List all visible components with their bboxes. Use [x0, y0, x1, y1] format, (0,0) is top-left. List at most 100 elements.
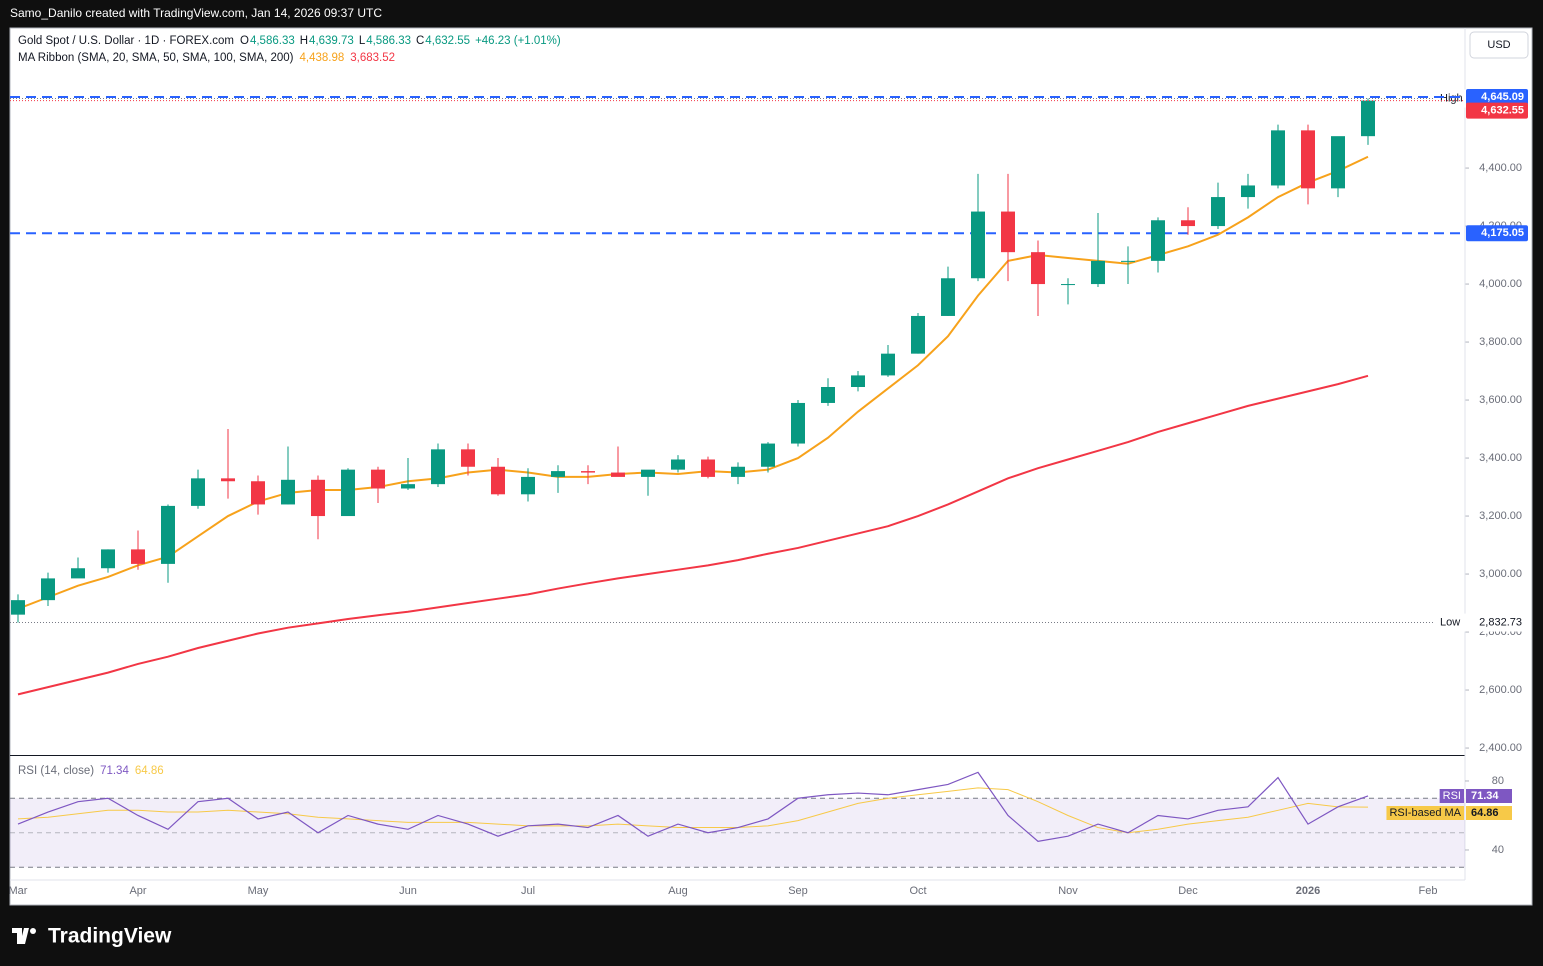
candle-body: [791, 402, 805, 444]
x-tick-label: Feb: [1419, 885, 1438, 897]
y-tick-label: 80: [1492, 775, 1504, 787]
candle-body: [191, 478, 205, 506]
candle-body: [731, 466, 745, 477]
candle-body: [101, 549, 115, 569]
candle-body: [941, 278, 955, 316]
y-tick-label: 3,000.00: [1479, 568, 1522, 580]
y-tick-label: 40: [1492, 844, 1504, 856]
candle-body: [431, 449, 445, 485]
rsi-line: [17, 787, 1369, 834]
candle-body: [1241, 185, 1255, 198]
rsi-value-label: 64.86: [1471, 807, 1499, 819]
y-tick-label: 3,600.00: [1479, 394, 1522, 406]
candle-body: [1031, 252, 1045, 285]
extreme-name: High: [1440, 92, 1463, 104]
x-tick-label: Jun: [399, 885, 417, 897]
candle-body: [1121, 260, 1135, 262]
candle-body: [761, 443, 775, 467]
y-tick-label: 3,200.00: [1479, 510, 1522, 522]
candle-body: [971, 211, 985, 279]
legend-text: H: [300, 35, 308, 47]
legend-text: 3,683.52: [350, 52, 395, 64]
legend-text: 4,586.33: [250, 35, 295, 47]
candle-body: [1301, 130, 1315, 189]
rsi-value-label: 71.34: [1471, 790, 1499, 802]
extreme-name: Low: [1440, 616, 1460, 628]
candle-body: [611, 472, 625, 477]
x-tick-label: Jul: [521, 885, 535, 897]
y-tick-label: 3,400.00: [1479, 452, 1522, 464]
candle-body: [551, 471, 565, 477]
x-tick-label: May: [248, 885, 269, 897]
candle-body: [461, 449, 475, 467]
candle-body: [671, 459, 685, 470]
last-price-box: [1466, 102, 1528, 119]
candle-body: [581, 471, 595, 473]
candle-body: [851, 375, 865, 388]
last-price-label: 4,632.55: [1481, 105, 1524, 117]
x-tick-label: Dec: [1178, 885, 1198, 897]
candle-body: [521, 476, 535, 495]
candle-body: [701, 459, 715, 477]
legend-text: +46.23 (+1.01%): [475, 35, 561, 47]
y-tick-label: 2,400.00: [1479, 742, 1522, 754]
brand: TradingView: [48, 925, 172, 948]
x-tick-label: Sep: [788, 885, 808, 897]
candle-body: [161, 505, 175, 564]
candle-body: [1211, 197, 1225, 227]
currency: USD: [1487, 39, 1510, 51]
x-tick-label: Apr: [129, 885, 146, 897]
y-tick-label: 3,800.00: [1479, 336, 1522, 348]
level-box: [1466, 225, 1528, 242]
candle-body: [881, 353, 895, 376]
extreme-box: [1434, 613, 1530, 632]
rsi-line: [17, 771, 1369, 842]
legend-text: MA Ribbon (SMA, 20, SMA, 50, SMA, 100, S…: [18, 52, 294, 64]
rsi-value-box: [1466, 789, 1512, 803]
candle-body: [1151, 220, 1165, 261]
candle-body: [1361, 100, 1375, 137]
logo: [12, 928, 36, 944]
legend-text: L: [359, 35, 366, 47]
candle-body: [371, 469, 385, 489]
rsi-name-box: [1439, 789, 1464, 803]
legend-text: Gold Spot / U.S. Dollar · 1D · FOREX.com: [18, 35, 234, 47]
candle-body: [1271, 130, 1285, 186]
candle-body: [1181, 220, 1195, 227]
rsi-name: RSI: [1443, 790, 1461, 802]
extreme-label: 2,832.73: [1479, 616, 1522, 628]
candle-body: [251, 481, 265, 505]
candle-body: [491, 466, 505, 495]
logo-dot: [30, 928, 36, 934]
candle-body: [41, 578, 55, 601]
candle-body: [281, 479, 295, 505]
candle-body: [1091, 260, 1105, 285]
legend-text: 4,639.73: [309, 35, 354, 47]
candle-body: [71, 568, 85, 579]
candle-body: [221, 478, 235, 482]
attribution: Samo_Danilo created with TradingView.com…: [10, 6, 382, 20]
candle-body: [1061, 284, 1075, 286]
candle-body: [11, 600, 25, 615]
currency-button[interactable]: [1469, 31, 1529, 59]
legend-text: 64.86: [135, 765, 164, 777]
legend-text: 4,438.98: [299, 52, 344, 64]
legend-text: 71.34: [100, 765, 129, 777]
legend-text: 4,632.55: [425, 35, 470, 47]
moving-average: [17, 374, 1369, 696]
rsi-name-box: [1386, 806, 1464, 820]
y-tick-label: 4,400.00: [1479, 162, 1522, 174]
candle-body: [821, 387, 835, 403]
rsi-name: RSI-based MA: [1389, 807, 1461, 819]
rsi-value-box: [1466, 806, 1512, 820]
legend-text: O: [240, 35, 249, 47]
legend-text: 4,586.33: [366, 35, 411, 47]
y-tick-label: 2,600.00: [1479, 684, 1522, 696]
logo-mark: [12, 928, 29, 944]
level-label: 4,175.05: [1481, 227, 1524, 239]
candle-body: [1001, 211, 1015, 253]
level-label: 4,645.09: [1481, 91, 1524, 103]
candle-body: [911, 315, 925, 354]
